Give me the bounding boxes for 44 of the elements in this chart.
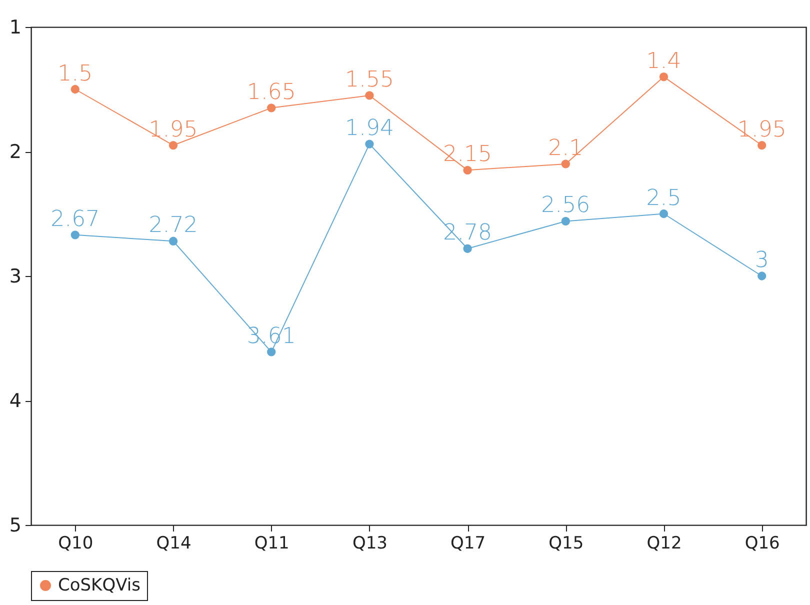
data-label: 1.94 [344,116,394,142]
data-label: 2.1 [548,136,584,161]
point [659,72,668,82]
y-tick-label: 2 [9,141,22,163]
point [267,348,276,356]
x-tick-label: Q11 [254,534,290,554]
point [70,84,80,94]
point [267,104,276,112]
x-tick-label: Q12 [646,534,682,554]
point [463,244,472,253]
data-label: 1.4 [646,48,682,74]
point [561,216,570,226]
point [659,209,668,218]
point [463,166,472,174]
point [758,272,766,280]
data-label: 2.15 [443,142,492,168]
data-label: 1.5 [58,61,93,86]
data-label: 1.95 [737,117,786,142]
data-label: 1.95 [148,117,198,142]
point [168,140,178,150]
point [758,140,766,150]
point [365,140,374,148]
data-label: 2.56 [541,193,590,218]
data-label: 3 [754,248,769,273]
y-tick-label: 4 [9,390,22,412]
point [168,236,178,246]
y-tick-label: 1 [9,16,22,38]
x-tick-label: Q14 [156,534,192,554]
x-tick-label: Q10 [58,534,94,554]
point [365,91,374,100]
x-tick-label: Q13 [352,534,388,554]
y-tick-label: 5 [9,514,22,536]
data-label: 2.67 [50,206,100,232]
legend-label: CoSKQVis [58,576,141,596]
data-label: 2.72 [148,213,198,238]
point [561,160,570,168]
data-label: 1.65 [246,80,296,105]
point [70,230,80,240]
y-tick-label: 3 [9,266,22,288]
data-label: 2.5 [646,186,682,211]
x-tick-label: Q15 [548,534,584,554]
x-tick-label: Q16 [744,534,780,554]
x-tick-label: Q17 [450,534,486,554]
data-label: 1.55 [344,67,394,92]
